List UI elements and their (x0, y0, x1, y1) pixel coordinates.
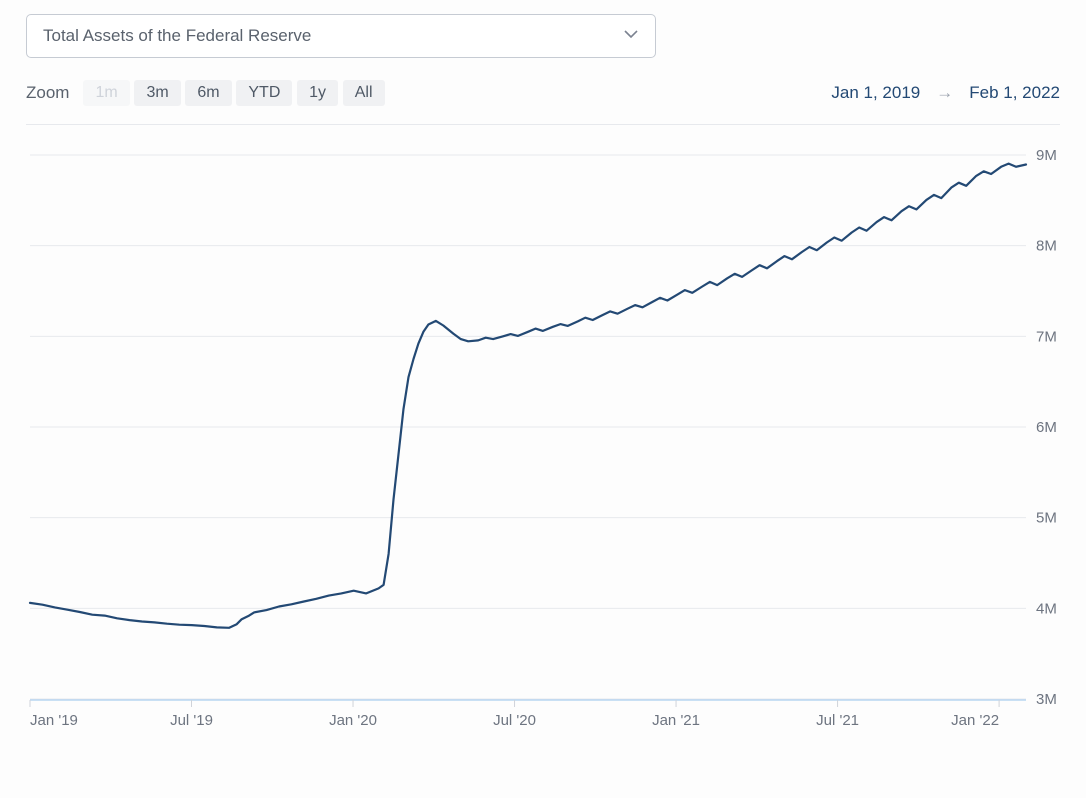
zoom-button-6m[interactable]: 6m (185, 80, 231, 106)
date-range-to[interactable]: Feb 1, 2022 (969, 83, 1060, 103)
svg-text:Jul '20: Jul '20 (493, 712, 536, 729)
date-range: Jan 1, 2019 → Feb 1, 2022 (831, 83, 1060, 103)
series-select-value: Total Assets of the Federal Reserve (43, 26, 311, 46)
series-select-dropdown[interactable]: Total Assets of the Federal Reserve (26, 14, 656, 58)
date-range-from[interactable]: Jan 1, 2019 (831, 83, 920, 103)
zoom-button-1m: 1m (83, 80, 129, 106)
svg-text:7M: 7M (1036, 328, 1057, 345)
svg-text:Jul '21: Jul '21 (816, 712, 859, 729)
arrow-right-icon: → (936, 83, 953, 103)
zoom-button-3m[interactable]: 3m (134, 80, 180, 106)
zoom-button-all[interactable]: All (343, 80, 385, 106)
zoom-button-ytd[interactable]: YTD (236, 80, 292, 106)
svg-text:6M: 6M (1036, 419, 1057, 436)
svg-text:4M: 4M (1036, 600, 1057, 617)
svg-text:Jan '22: Jan '22 (951, 712, 999, 729)
svg-text:3M: 3M (1036, 691, 1057, 708)
chart-area[interactable]: 3M 4M 5M 6M 7M 8M 9M Jan '19 Jul '19 Jan '20 Jul '… (26, 125, 1060, 745)
zoom-label: Zoom (26, 83, 69, 103)
svg-text:Jan '21: Jan '21 (652, 712, 700, 729)
chevron-down-icon (623, 26, 639, 47)
svg-text:Jan '20: Jan '20 (329, 712, 377, 729)
line-series (30, 164, 1026, 628)
svg-text:Jul '19: Jul '19 (170, 712, 213, 729)
svg-text:5M: 5M (1036, 510, 1057, 527)
svg-text:Jan '19: Jan '19 (30, 712, 78, 729)
zoom-controls: Zoom 1m 3m 6m YTD 1y All (26, 80, 385, 106)
chart-controls: Zoom 1m 3m 6m YTD 1y All Jan 1, 2019 → F… (26, 80, 1060, 106)
svg-text:9M: 9M (1036, 147, 1057, 164)
svg-text:8M: 8M (1036, 238, 1057, 255)
zoom-button-1y[interactable]: 1y (297, 80, 338, 106)
